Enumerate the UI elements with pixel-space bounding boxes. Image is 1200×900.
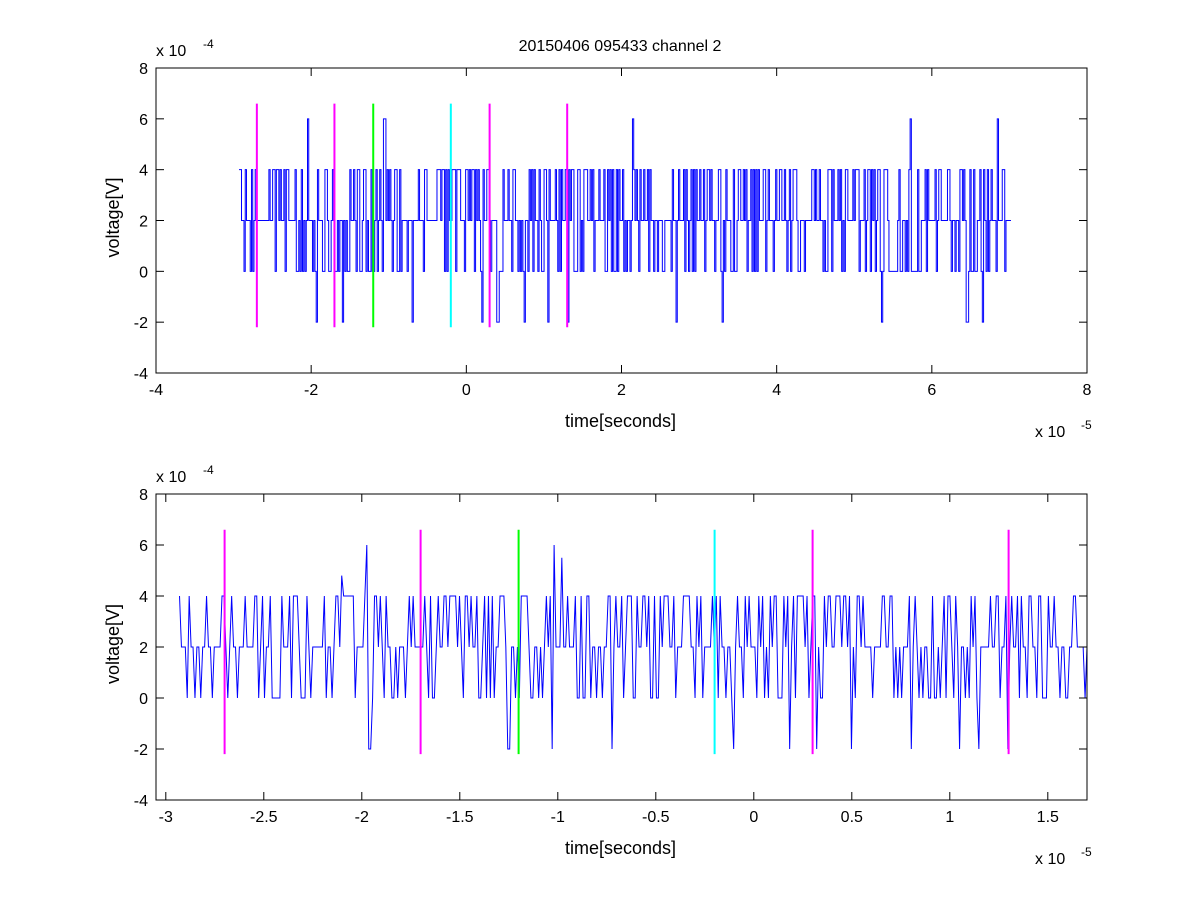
- x-tick-label: 0: [749, 809, 758, 826]
- y-tick-label: -4: [134, 793, 148, 810]
- y-tick-label: -2: [134, 742, 148, 759]
- x-axis-label: time[seconds]: [565, 838, 676, 858]
- y-tick-label: 2: [139, 640, 148, 657]
- y-tick-label: 8: [139, 487, 148, 504]
- x-tick-label: 0.5: [841, 809, 863, 826]
- bottom-panel: -3 -2.5 -2 -1.5 -1 -0.5 0 0.5 1 1.5 -4 -2 0 2 4 6 8 time[…: [103, 463, 1092, 868]
- y-tick-label: 2: [139, 214, 148, 231]
- y-tick-label: 4: [139, 589, 148, 606]
- x-tick-label: 8: [1083, 382, 1092, 399]
- x-exponent-label: x 10: [1035, 851, 1065, 868]
- top-panel: -4 -2 0 2 4 6 8 -4 -2 0 2 4 6 8 time[seconds] voltage[V…: [103, 37, 1092, 441]
- x-exponent-label: x 10: [1035, 424, 1065, 441]
- x-tick-label: -4: [149, 382, 163, 399]
- signal-trace: [179, 544, 1088, 750]
- y-tick-label: 0: [139, 264, 148, 281]
- x-tick-label: 4: [772, 382, 781, 399]
- y-tick-label: -4: [134, 366, 148, 383]
- chart-title: 20150406 095433 channel 2: [519, 38, 722, 55]
- x-tick-label: -2: [355, 809, 369, 826]
- x-tick-label: 1: [945, 809, 954, 826]
- x-tick-label: -0.5: [642, 809, 670, 826]
- y-exponent-power: -4: [203, 37, 214, 51]
- y-axis-label: voltage[V]: [103, 604, 123, 684]
- signal-trace: [239, 118, 1011, 323]
- x-tick-label: 6: [927, 382, 936, 399]
- y-tick-label: 8: [139, 61, 148, 78]
- x-tick-label: 1.5: [1037, 809, 1059, 826]
- y-exponent-label: x 10: [156, 469, 186, 486]
- y-tick-label: 6: [139, 112, 148, 129]
- x-tick-label: -3: [159, 809, 173, 826]
- x-exponent-power: -5: [1081, 845, 1092, 859]
- y-axis-label: voltage[V]: [103, 177, 123, 257]
- x-tick-label: -2.5: [250, 809, 278, 826]
- y-tick-label: 6: [139, 538, 148, 555]
- y-tick-label: 4: [139, 163, 148, 180]
- x-tick-label: 2: [617, 382, 626, 399]
- y-exponent-label: x 10: [156, 43, 186, 60]
- x-tick-label: -1.5: [446, 809, 474, 826]
- x-tick-label: -1: [551, 809, 565, 826]
- x-tick-label: 0: [462, 382, 471, 399]
- y-tick-label: 0: [139, 691, 148, 708]
- y-exponent-power: -4: [203, 463, 214, 477]
- y-tick-label: -2: [134, 315, 148, 332]
- x-tick-label: -2: [304, 382, 318, 399]
- x-axis-label: time[seconds]: [565, 411, 676, 431]
- x-exponent-power: -5: [1081, 418, 1092, 432]
